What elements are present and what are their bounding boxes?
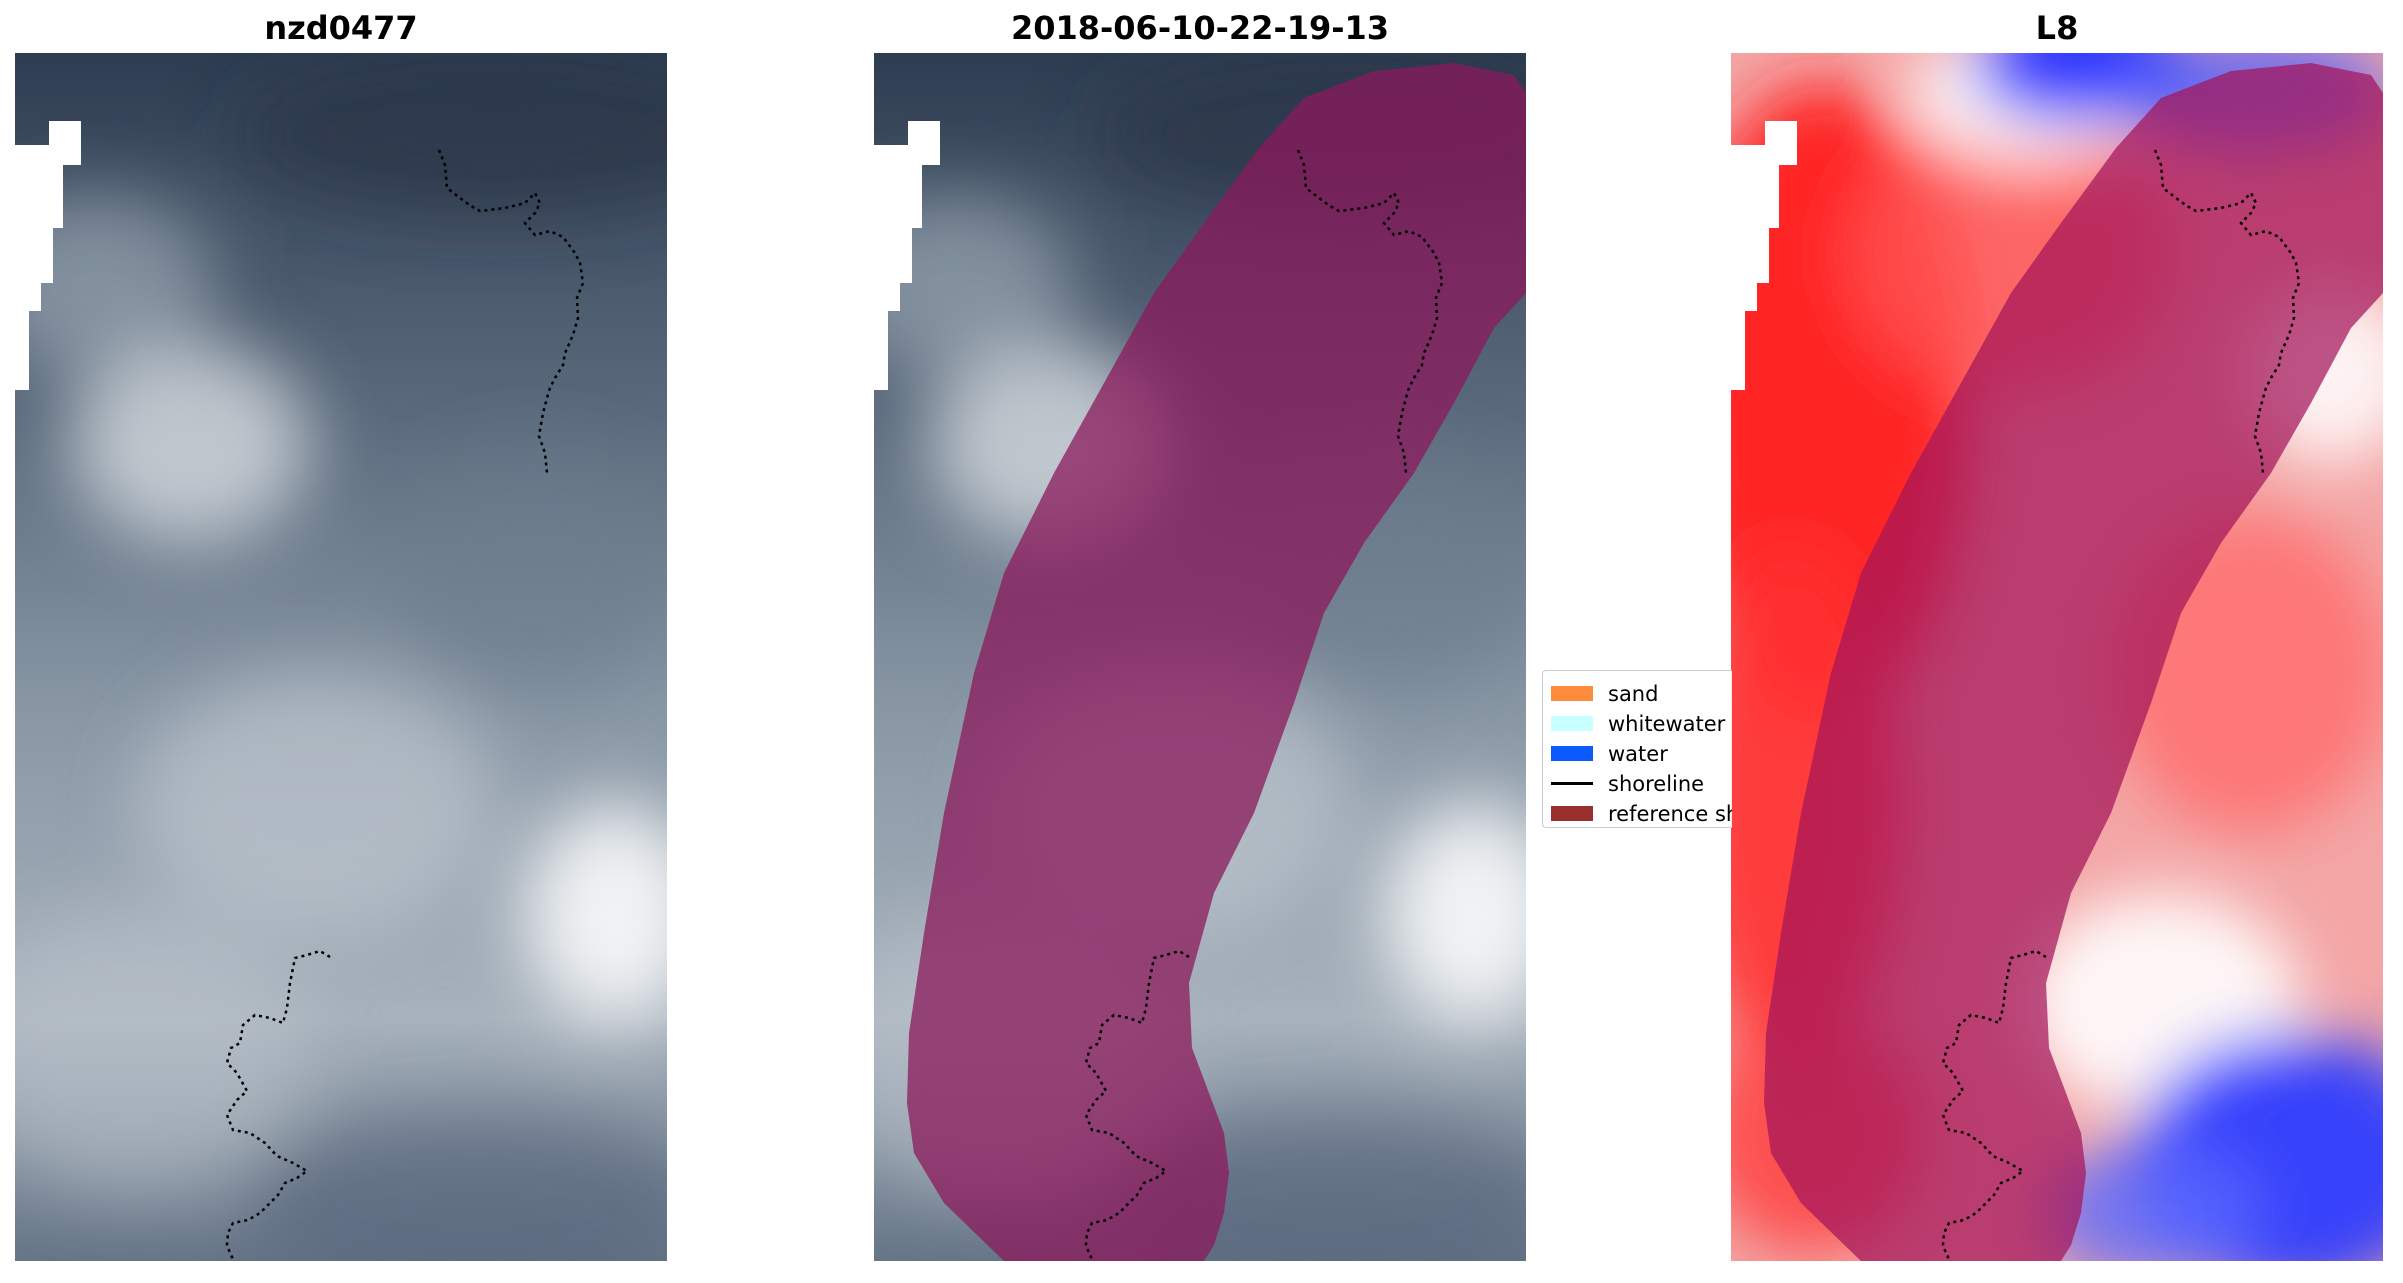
panel-title-index: L8	[2035, 9, 2079, 47]
reference-shoreline-buffer	[907, 63, 1526, 1261]
nodata-area	[874, 53, 940, 390]
buffer-overlay-panel	[874, 53, 1526, 1261]
legend-item-reference-buffer: reference shoreline buffer	[1543, 799, 1732, 827]
legend-item-whitewater: whitewater	[1543, 709, 1732, 739]
legend: sand whitewater water shoreline referenc…	[1542, 670, 1732, 828]
panel-title-date: 2018-06-10-22-19-13	[1010, 9, 1390, 47]
sand-swatch	[1551, 686, 1593, 701]
rgb-image	[15, 53, 667, 1261]
whitewater-swatch	[1551, 716, 1593, 731]
legend-item-sand: sand	[1543, 679, 1732, 709]
legend-label: reference shoreline buffer	[1608, 802, 1732, 826]
legend-label: sand	[1608, 682, 1659, 706]
shoreline	[2153, 149, 2301, 474]
shoreline	[1941, 949, 2047, 1261]
shoreline	[225, 949, 331, 1261]
index-map-panel	[1731, 53, 2383, 1261]
nodata-area	[15, 53, 81, 390]
legend-item-water: water	[1543, 739, 1732, 769]
rgb-image-panel	[15, 53, 667, 1261]
reference-buffer-swatch	[1551, 806, 1593, 821]
legend-label: shoreline	[1608, 772, 1705, 796]
shoreline	[1296, 149, 1444, 474]
shoreline-line-swatch	[1551, 782, 1593, 785]
shoreline	[437, 149, 585, 474]
buffer-overlay-image	[874, 53, 1526, 1261]
water-swatch	[1551, 746, 1593, 761]
legend-label: water	[1608, 742, 1668, 766]
panel-title-rgb: nzd0477	[264, 9, 418, 47]
shoreline	[1084, 949, 1190, 1261]
legend-label: whitewater	[1608, 712, 1726, 736]
nodata-area	[1731, 53, 1797, 390]
reference-shoreline-buffer	[1764, 63, 2383, 1261]
index-map-image	[1731, 53, 2383, 1261]
legend-item-shoreline: shoreline	[1543, 769, 1732, 799]
